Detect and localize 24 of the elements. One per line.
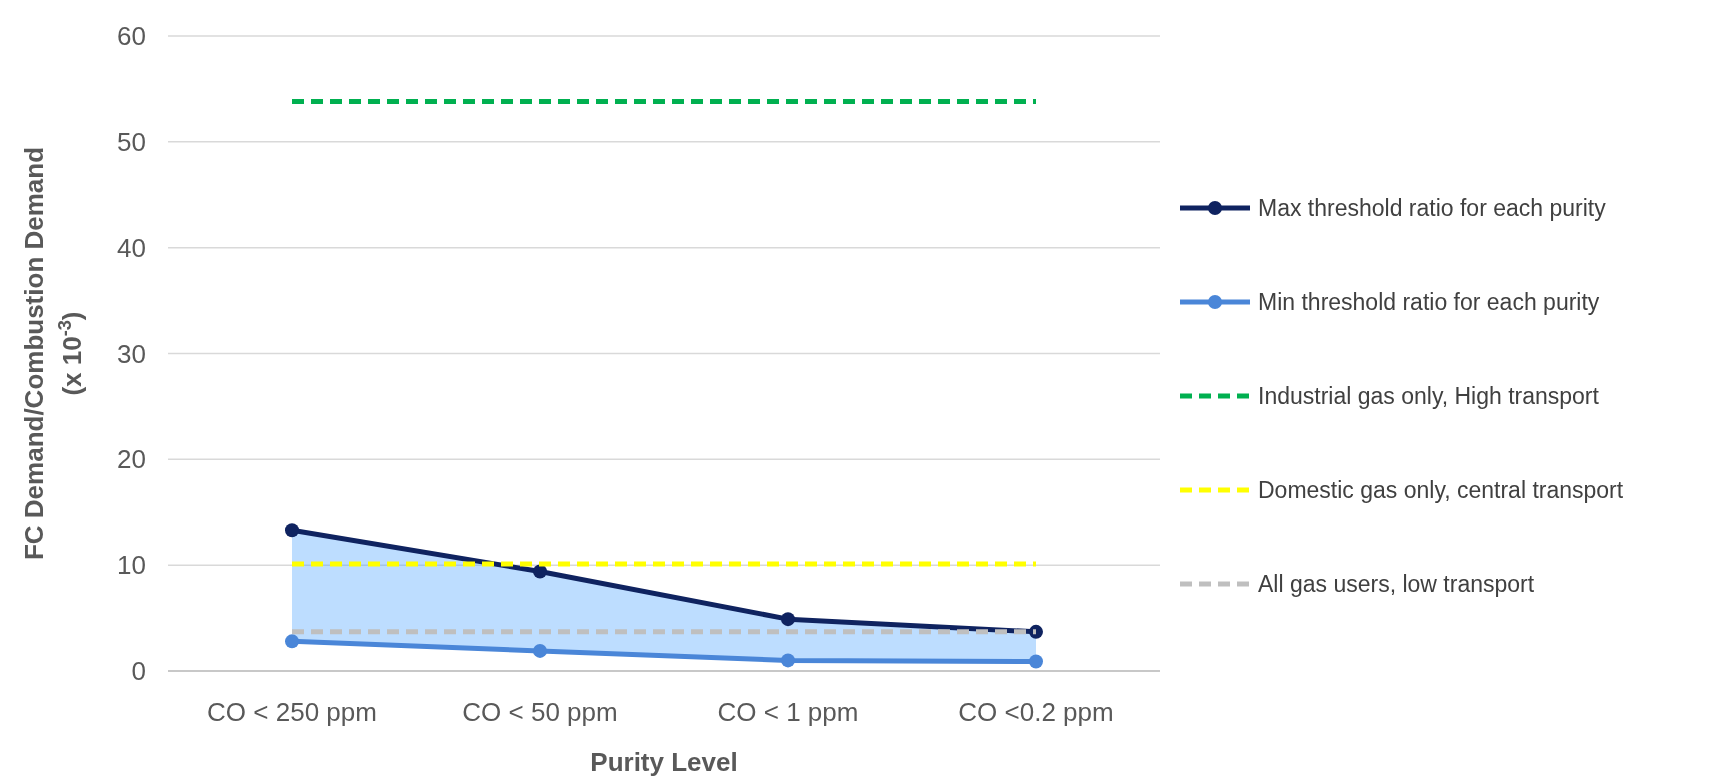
y-tick-label: 20 xyxy=(117,444,146,475)
point xyxy=(533,643,547,658)
legend-label: Domestic gas only, central transport xyxy=(1258,477,1624,504)
legend-label: All gas users, low transport xyxy=(1258,571,1535,598)
x-axis-title: Purity Level xyxy=(590,747,738,777)
y-tick-label: 60 xyxy=(117,21,146,52)
x-tick-label: CO <0.2 ppm xyxy=(958,697,1114,727)
y-tick-label: 30 xyxy=(117,338,146,369)
x-tick-label: CO < 1 ppm xyxy=(717,697,859,727)
point xyxy=(285,523,299,538)
y-tick-label: 0 xyxy=(131,656,146,687)
point xyxy=(285,634,299,649)
point xyxy=(1029,654,1043,669)
legend-label: Max threshold ratio for each purity xyxy=(1258,195,1607,222)
point xyxy=(533,564,547,579)
legend-label: Min threshold ratio for each purity xyxy=(1258,289,1600,316)
y-tick-label: 10 xyxy=(117,550,146,581)
y-tick-label: 50 xyxy=(117,126,146,157)
legend-label: Industrial gas only, High transport xyxy=(1258,383,1600,410)
x-tick-label: CO < 250 ppm xyxy=(207,697,377,727)
y-tick-label: 40 xyxy=(117,232,146,263)
point xyxy=(781,653,795,668)
point xyxy=(781,612,795,627)
x-tick-label: CO < 50 ppm xyxy=(462,697,618,727)
